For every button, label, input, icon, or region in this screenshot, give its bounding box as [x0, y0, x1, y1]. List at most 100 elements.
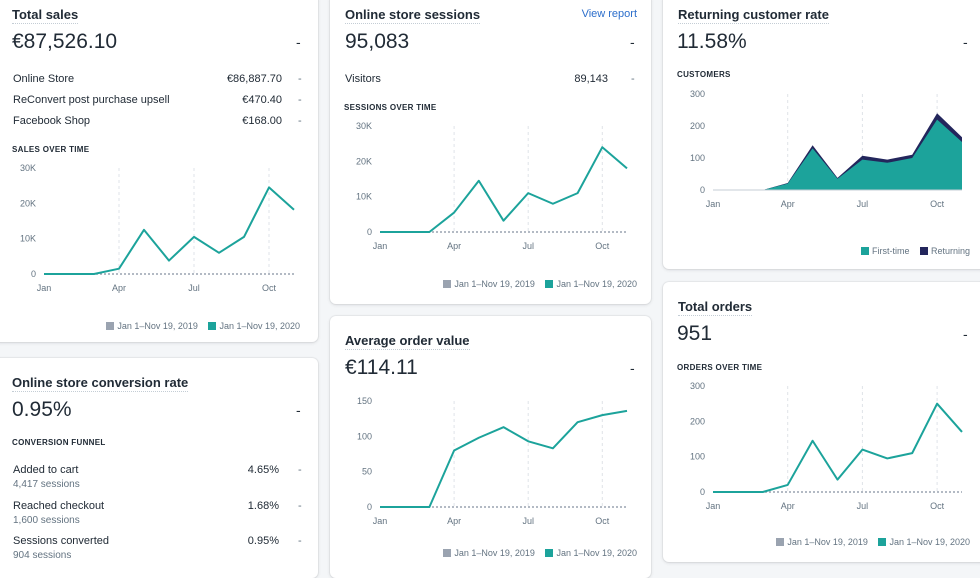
visitors-label: Visitors: [345, 73, 381, 85]
legend-label-2019: Jan 1–Nov 19, 2019: [787, 537, 868, 547]
y-tick-label: 10K: [356, 192, 372, 202]
sales-row-reconvert-change: -: [298, 94, 302, 106]
funnel-sessions-converted-label: Sessions converted: [13, 535, 109, 547]
funnel-reached-checkout-rate: 1.68%: [247, 500, 279, 512]
y-tick-label: 10K: [20, 234, 36, 244]
y-tick-label: 300: [690, 89, 705, 99]
legend-label-returning: Returning: [930, 246, 970, 256]
sales-row-facebook-value: €168.00: [242, 115, 282, 127]
y-tick-label: 0: [367, 227, 372, 237]
legend-swatch-2019: [776, 538, 785, 546]
sales-row-facebook-change: -: [298, 115, 302, 127]
sales-row-reconvert-label: ReConvert post purchase upsell: [13, 94, 170, 106]
legend-label-2019: Jan 1–Nov 19, 2019: [117, 321, 198, 331]
sales-row-reconvert-value: €470.40: [242, 94, 282, 106]
returning-title[interactable]: Returning customer rate: [678, 7, 829, 24]
y-tick-label: 0: [700, 185, 705, 195]
x-tick-label: Oct: [930, 199, 945, 209]
legend-label-2020: Jan 1–Nov 19, 2020: [556, 548, 637, 558]
sales-row-facebook-label: Facebook Shop: [13, 115, 91, 127]
aov-chart: 0 50 100 150 Jan Apr Jul Oct: [357, 396, 628, 526]
returning-customer-card: Returning customer rate 11.58% - CUSTOME…: [663, 0, 980, 269]
y-tick-label: 0: [367, 502, 372, 512]
customers-heading: CUSTOMERS: [677, 70, 731, 79]
y-tick-label: 200: [690, 121, 705, 131]
sales-over-time-heading: SALES OVER TIME: [12, 145, 90, 154]
funnel-sessions-converted-sessions: 904 sessions: [13, 550, 72, 561]
funnel-added-to-cart-label: Added to cart: [13, 464, 79, 476]
aov-legend: Jan 1–Nov 19, 2019 Jan 1–Nov 19, 2020: [443, 548, 637, 558]
y-tick-label: 100: [357, 431, 372, 441]
y-tick-label: 0: [31, 269, 36, 279]
legend-swatch-first-time: [860, 247, 869, 255]
x-tick-label: Oct: [262, 283, 277, 293]
sessions-card: Online store sessions View report 95,083…: [330, 0, 651, 304]
legend-swatch-2020: [878, 538, 887, 546]
legend-swatch-2019: [443, 280, 452, 288]
y-tick-label: 30K: [20, 163, 36, 173]
legend-swatch-2020: [545, 280, 554, 288]
orders-over-time-heading: ORDERS OVER TIME: [677, 363, 763, 372]
sessions-legend: Jan 1–Nov 19, 2019 Jan 1–Nov 19, 2020: [443, 279, 637, 289]
y-tick-label: 20K: [20, 198, 36, 208]
sessions-chart: 0 10K 20K 30K Jan Apr Jul Oct: [356, 121, 628, 251]
y-tick-label: 50: [362, 467, 372, 477]
x-tick-label: Jul: [857, 199, 869, 209]
x-tick-label: Apr: [781, 199, 795, 209]
aov-change: -: [630, 360, 635, 376]
sales-chart: 0 10K 20K 30K Jan Apr Jul Oct: [20, 163, 295, 293]
x-tick-label: Jul: [522, 241, 534, 251]
x-tick-label: Apr: [447, 241, 461, 251]
x-tick-label: Apr: [112, 283, 126, 293]
line-2020: [44, 186, 295, 275]
line-2020: [380, 146, 628, 233]
funnel-sessions-converted-change: -: [298, 535, 302, 547]
x-tick-label: Jul: [188, 283, 200, 293]
aov-card: Average order value €114.11 - 0 50 100 150 J…: [330, 316, 651, 578]
sessions-change: -: [630, 34, 635, 50]
conversion-title[interactable]: Online store conversion rate: [12, 375, 189, 392]
customers-chart: 0 100 200 300 Jan Apr Jul Oct: [690, 89, 962, 209]
funnel-added-to-cart-sessions: 4,417 sessions: [13, 479, 80, 490]
y-tick-label: 100: [690, 153, 705, 163]
legend-label-first-time: First-time: [871, 246, 910, 256]
area-first-time: [713, 119, 962, 190]
sessions-value: 95,083: [345, 30, 410, 53]
orders-title[interactable]: Total orders: [678, 299, 753, 316]
view-report-link[interactable]: View report: [581, 8, 637, 20]
visitors-value: 89,143: [574, 73, 608, 85]
legend-label-2019: Jan 1–Nov 19, 2019: [454, 279, 535, 289]
sessions-title[interactable]: Online store sessions: [345, 7, 481, 24]
funnel-sessions-converted-rate: 0.95%: [247, 535, 279, 547]
x-tick-label: Oct: [930, 501, 945, 511]
line-2020: [380, 409, 628, 508]
orders-legend: Jan 1–Nov 19, 2019 Jan 1–Nov 19, 2020: [776, 537, 970, 547]
y-tick-label: 0: [700, 487, 705, 497]
legend-label-2020: Jan 1–Nov 19, 2020: [556, 279, 637, 289]
x-tick-label: Jan: [373, 241, 388, 251]
legend-label-2020: Jan 1–Nov 19, 2020: [219, 321, 300, 331]
y-tick-label: 150: [357, 396, 372, 406]
x-tick-label: Jan: [706, 501, 721, 511]
funnel-added-to-cart-change: -: [298, 464, 302, 476]
x-tick-label: Jan: [373, 516, 388, 526]
funnel-reached-checkout-sessions: 1,600 sessions: [13, 515, 80, 526]
conversion-value: 0.95%: [12, 398, 72, 421]
legend-swatch-2019: [106, 322, 115, 330]
sessions-over-time-heading: SESSIONS OVER TIME: [344, 103, 437, 112]
x-tick-label: Jan: [37, 283, 52, 293]
funnel-reached-checkout-label: Reached checkout: [13, 500, 105, 512]
legend-swatch-2020: [545, 549, 554, 557]
line-2020: [713, 402, 963, 493]
legend-swatch-2020: [208, 322, 217, 330]
funnel-reached-checkout-change: -: [298, 500, 302, 512]
y-tick-label: 30K: [356, 121, 372, 131]
total-sales-title[interactable]: Total sales: [12, 7, 79, 24]
sales-row-online-store-label: Online Store: [13, 73, 75, 85]
returning-value: 11.58%: [677, 30, 747, 53]
conversion-card: Online store conversion rate 0.95% - CON…: [0, 358, 318, 578]
aov-title[interactable]: Average order value: [345, 333, 470, 350]
orders-card: Total orders 951 - ORDERS OVER TIME 0 100…: [663, 282, 980, 562]
returning-change: -: [963, 34, 968, 50]
legend-label-2019: Jan 1–Nov 19, 2019: [454, 548, 535, 558]
